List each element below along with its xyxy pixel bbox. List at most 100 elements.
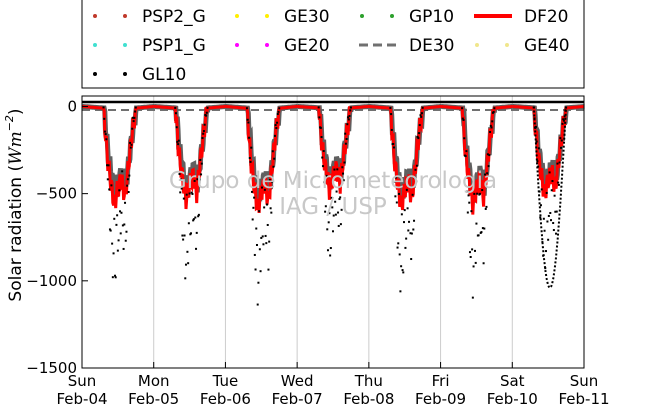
series-gl10-point bbox=[550, 189, 553, 192]
series-gl10-point bbox=[181, 234, 184, 237]
series-gl10-point bbox=[195, 231, 198, 234]
series-gl10-point bbox=[484, 173, 487, 176]
series-gl10-point bbox=[205, 111, 208, 114]
series-gl10-point bbox=[129, 141, 132, 144]
series-gl10-point bbox=[127, 191, 130, 194]
series-gl10-point bbox=[255, 243, 258, 246]
legend-label-1: GE30 bbox=[284, 7, 330, 27]
series-gl10-point bbox=[102, 106, 105, 109]
series-gl10-point bbox=[476, 192, 479, 195]
series-gl10-point bbox=[182, 238, 185, 241]
series-gl10-point bbox=[253, 196, 256, 199]
series-gl10-point bbox=[549, 211, 552, 214]
series-gl10-point bbox=[114, 276, 117, 279]
series-df20-day-3 bbox=[297, 105, 369, 200]
series-gl10-point bbox=[201, 137, 204, 140]
series-gl10-point bbox=[556, 162, 559, 165]
series-gl10-point bbox=[205, 114, 208, 117]
series-gl10-point bbox=[276, 121, 279, 124]
series-gl10-point bbox=[390, 128, 393, 131]
series-gl10-point bbox=[119, 210, 122, 213]
series-gl10-point bbox=[199, 158, 202, 161]
x-tick-date-5: Feb-09 bbox=[415, 390, 466, 408]
series-gl10-point bbox=[339, 223, 342, 226]
series-gl10-point bbox=[121, 170, 124, 173]
series-gl10-point bbox=[329, 247, 332, 250]
legend-item-gp10: GP10 bbox=[360, 7, 454, 27]
series-gl10-point bbox=[415, 180, 418, 183]
series-gl10-point bbox=[419, 114, 422, 117]
series-gl10-point bbox=[179, 191, 182, 194]
series-gl10-point bbox=[258, 248, 261, 251]
x-tick-date-7: Feb-11 bbox=[558, 390, 609, 408]
series-gl10-point bbox=[277, 110, 280, 113]
series-gl10-point bbox=[395, 176, 398, 179]
legend-label-4: PSP1_G bbox=[142, 36, 206, 56]
series-gl10-point bbox=[103, 130, 106, 133]
series-gl10-point bbox=[121, 224, 124, 227]
series-gl10-point bbox=[481, 189, 484, 192]
series-gl10-point bbox=[553, 194, 556, 197]
series-gl10-point bbox=[192, 219, 195, 222]
x-tick-day-6: Sat bbox=[500, 372, 525, 390]
series-gl10-point bbox=[124, 201, 127, 204]
series-gl10-point bbox=[126, 184, 129, 187]
series-df20-day-0 bbox=[82, 105, 154, 209]
series-gl10-point bbox=[560, 139, 563, 142]
series-df20-day-5 bbox=[440, 105, 513, 215]
series-gl10-point bbox=[187, 222, 190, 225]
series-gl10-point bbox=[202, 130, 205, 133]
series-gl10-point bbox=[256, 303, 259, 306]
series-gl10-point bbox=[342, 179, 345, 182]
series-gl10-point bbox=[546, 220, 549, 223]
series-gl10-point bbox=[417, 137, 420, 140]
series-gl10-point bbox=[274, 124, 277, 127]
series-gl10-point bbox=[488, 154, 491, 157]
series-gl10-point bbox=[268, 179, 271, 182]
series-gl10-point bbox=[544, 267, 547, 270]
series-gl10-point bbox=[403, 209, 406, 212]
series-gl10-point bbox=[260, 236, 263, 239]
series-gl10-point bbox=[133, 116, 136, 119]
series-gl10-point bbox=[405, 237, 408, 240]
series-gl10-point bbox=[129, 146, 132, 149]
series-gl10-point bbox=[329, 254, 332, 257]
series-gl10-point bbox=[410, 258, 413, 261]
series-gl10-point bbox=[463, 137, 466, 140]
series-gl10-point bbox=[320, 136, 323, 139]
series-gl10-point bbox=[194, 216, 197, 219]
series-gl10-point bbox=[555, 210, 558, 213]
series-gl10-point bbox=[464, 155, 467, 158]
series-gl10-point bbox=[420, 115, 423, 118]
series-gl10-point bbox=[492, 110, 495, 113]
series-gl10-point bbox=[555, 232, 558, 235]
series-gl10-point bbox=[485, 205, 488, 208]
series-gl10-point bbox=[399, 290, 402, 293]
series-gl10-point bbox=[400, 213, 403, 216]
legend-label-8: GL10 bbox=[142, 65, 186, 85]
series-gl10-point bbox=[188, 192, 191, 195]
series-gl10-point bbox=[395, 201, 398, 204]
legend-label-5: GE20 bbox=[284, 36, 330, 56]
series-gl10-point bbox=[337, 211, 340, 214]
series-gl10-point bbox=[558, 161, 561, 164]
series-gl10-point bbox=[410, 232, 413, 235]
legend-item-ge20: GE20 bbox=[235, 36, 330, 56]
series-gl10-point bbox=[269, 207, 272, 210]
series-gl10-point bbox=[481, 227, 484, 230]
series-gl10-point bbox=[414, 168, 417, 171]
x-tick-date-2: Feb-06 bbox=[200, 390, 251, 408]
series-gl10-point bbox=[110, 184, 113, 187]
y-tick-label-2: −1000 bbox=[26, 272, 77, 290]
series-gl10-point bbox=[333, 168, 336, 171]
series-gl10-point bbox=[131, 116, 134, 119]
series-gl10-point bbox=[249, 160, 252, 163]
series-gl10-point bbox=[487, 165, 490, 168]
series-gl10-point bbox=[398, 253, 401, 256]
series-gl10-point bbox=[337, 224, 340, 227]
series-gl10-point bbox=[115, 223, 118, 226]
series-gl10-point bbox=[491, 120, 494, 123]
series-gl10-point bbox=[490, 126, 493, 129]
series-gl10-point bbox=[198, 178, 201, 181]
series-gl10-point bbox=[416, 135, 419, 138]
